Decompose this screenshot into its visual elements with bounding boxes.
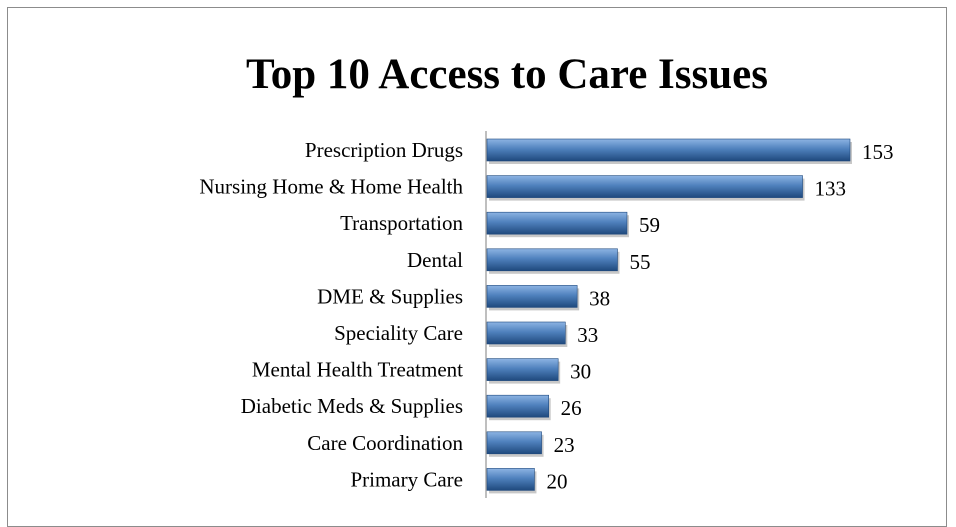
category-label: Dental xyxy=(407,248,463,272)
value-label: 59 xyxy=(639,213,660,237)
category-label: Diabetic Meds & Supplies xyxy=(241,394,463,418)
value-label: 23 xyxy=(554,433,575,457)
value-label: 153 xyxy=(862,140,894,164)
bar-7 xyxy=(486,394,549,418)
bar-4 xyxy=(486,285,578,308)
category-label: Care Coordination xyxy=(307,431,463,455)
value-label: 33 xyxy=(577,323,598,347)
value-label: 20 xyxy=(546,469,567,493)
category-label: Prescription Drugs xyxy=(305,138,463,162)
bar-3 xyxy=(486,248,618,272)
category-label: Mental Health Treatment xyxy=(252,358,463,382)
bar-5 xyxy=(486,321,566,345)
value-label: 30 xyxy=(570,360,591,384)
bar-1 xyxy=(486,175,803,198)
category-label: Speciality Care xyxy=(334,321,463,345)
category-label: Primary Care xyxy=(350,467,463,491)
value-label: 133 xyxy=(815,177,847,201)
chart-frame xyxy=(7,7,947,527)
category-label: Transportation xyxy=(340,211,463,235)
bar-2 xyxy=(486,211,628,235)
bar-6 xyxy=(486,358,559,381)
value-label: 38 xyxy=(589,286,610,310)
category-label: DME & Supplies xyxy=(317,284,463,308)
category-label: Nursing Home & Home Health xyxy=(199,175,463,199)
chart-title: Top 10 Access to Care Issues xyxy=(245,51,768,98)
value-label: 55 xyxy=(629,250,650,274)
bar-0 xyxy=(486,138,851,162)
bar-9 xyxy=(486,468,535,491)
value-label: 26 xyxy=(561,396,582,420)
bar-8 xyxy=(486,431,542,455)
